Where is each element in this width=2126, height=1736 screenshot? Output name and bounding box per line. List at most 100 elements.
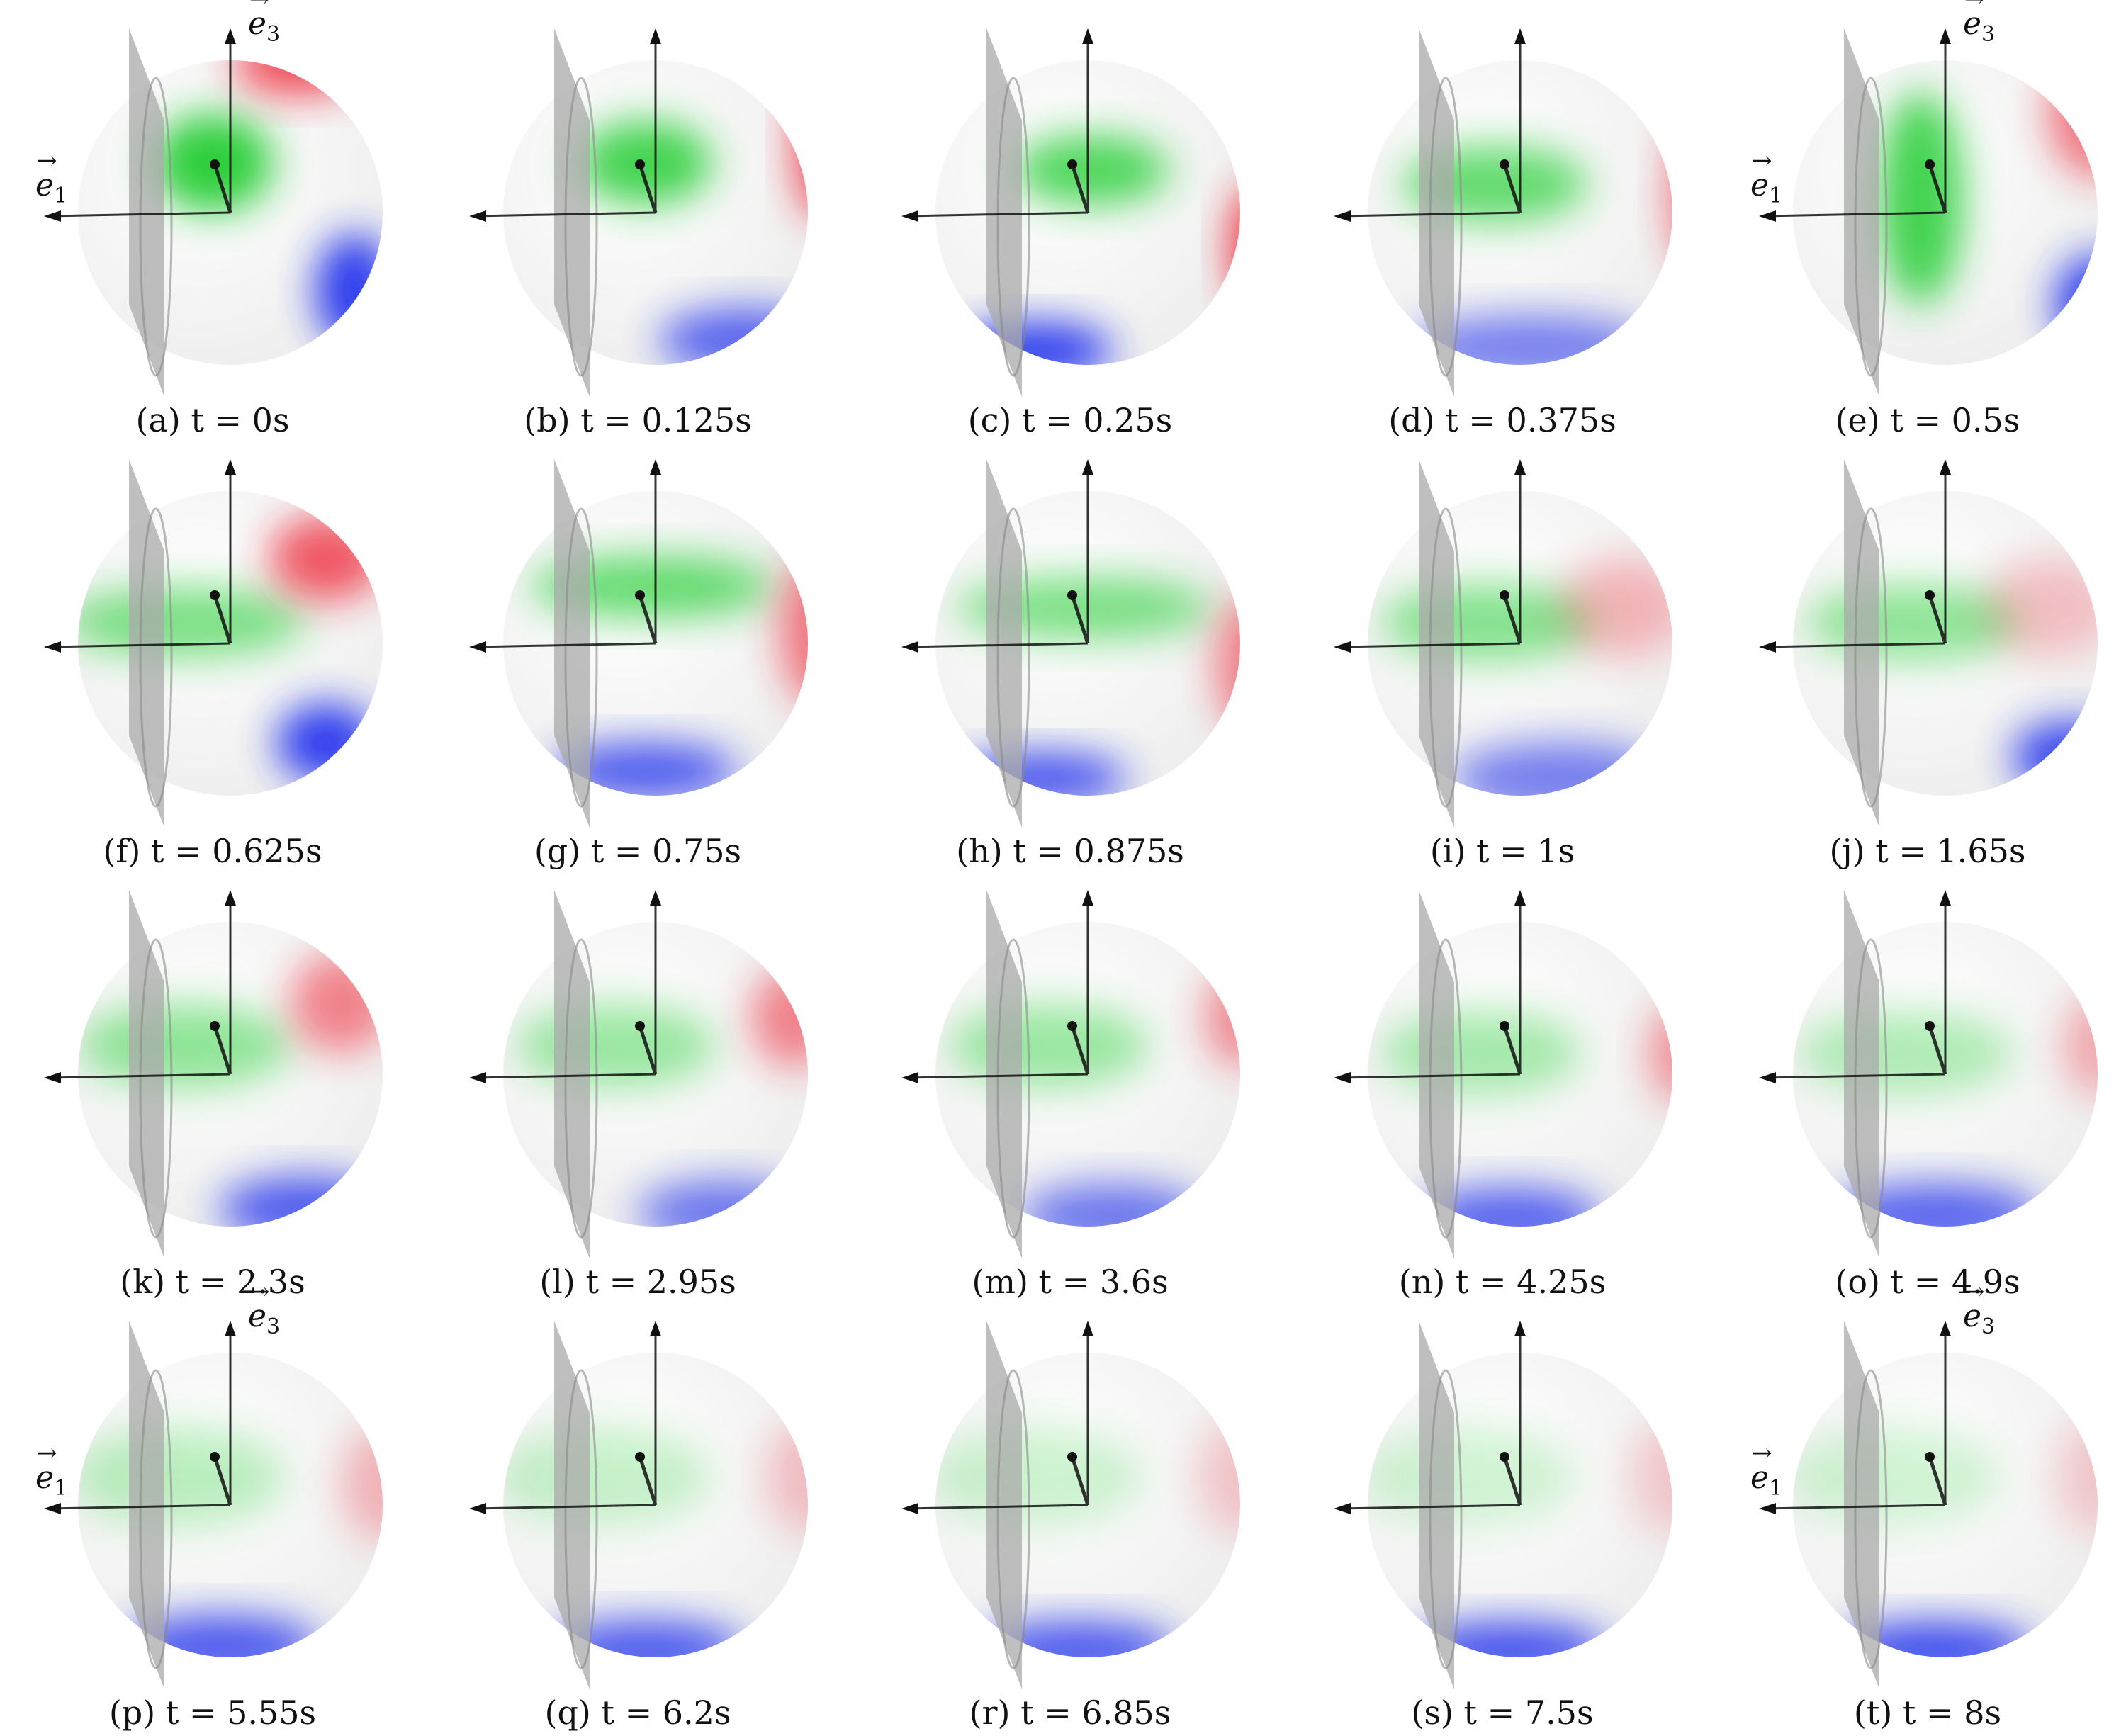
e1-axis-arrow [1759, 210, 1776, 222]
sphere-panel: (i) t = 1s [1290, 431, 1715, 867]
orientation-point [1500, 1021, 1509, 1031]
sphere-panel: e → 3 e → 1 (p) t = 5.55s [0, 1280, 425, 1729]
green-density-blob [1013, 135, 1169, 205]
blue-density-blob [978, 1622, 1176, 1657]
sphere-diagram [469, 890, 808, 1258]
red-density-blob [794, 64, 808, 220]
orientation-point [1500, 159, 1509, 169]
panel-caption: (t) t = 8s [1853, 1693, 2002, 1732]
blue-density-blob [546, 1621, 744, 1657]
red-density-blob [269, 516, 383, 601]
green-density-blob [935, 1427, 1141, 1526]
e1-axis-arrow [901, 1072, 918, 1083]
sphere-panel: (r) t = 6.85s [857, 1292, 1283, 1729]
e1-axis-arrow [1759, 1072, 1776, 1083]
blue-density-blob [1410, 1622, 1609, 1657]
sphere-panel: (q) t = 6.2s [425, 1292, 850, 1729]
blue-density-blob [315, 234, 383, 347]
orientation-point [210, 1452, 220, 1462]
plane-sheet [986, 890, 1022, 1258]
sphere-panel: (l) t = 2.95s [425, 862, 850, 1298]
sphere-panel: (m) t = 3.6s [857, 862, 1283, 1298]
panel-caption: (j) t = 1.65s [1829, 832, 2026, 870]
sphere-diagram [901, 890, 1240, 1258]
sphere-panel: (o) t = 4.9s [1715, 862, 2126, 1298]
red-density-blob [1230, 184, 1240, 312]
e3-axis-arrow [1940, 28, 1951, 44]
panel-caption: (o) t = 4.9s [1835, 1263, 2020, 1301]
orientation-point [1500, 1452, 1509, 1462]
plane-sheet [1844, 459, 1879, 828]
blue-density-blob [220, 1177, 383, 1227]
e1-axis-label: e → 1 [1750, 147, 1783, 208]
orientation-point [1925, 1452, 1935, 1462]
great-circle [139, 507, 173, 808]
great-circle [996, 77, 1030, 377]
green-density-blob [503, 1427, 709, 1526]
e3-axis-arrow [1082, 28, 1093, 44]
great-circle [1854, 77, 1888, 377]
panel-caption: (l) t = 2.95s [539, 1263, 736, 1301]
sphere-diagram [469, 459, 808, 828]
sphere-diagram [901, 1321, 1240, 1689]
panel-caption: (r) t = 6.85s [969, 1693, 1171, 1732]
sphere-diagram [1334, 890, 1672, 1258]
e3-axis-label: e→3 [248, 0, 281, 47]
sphere-diagram [44, 459, 383, 828]
panel-caption: (k) t = 2.3s [120, 1263, 305, 1301]
sphere-diagram [1759, 890, 2098, 1258]
green-density-blob [1800, 1010, 2013, 1095]
e3-axis-arrow [1514, 1321, 1526, 1336]
orientation-point [635, 1452, 645, 1462]
sphere-diagram [1759, 28, 2098, 397]
e1-axis-arrow [469, 1503, 486, 1514]
e1-axis-arrow [901, 210, 918, 222]
sphere-diagram [1759, 459, 2098, 828]
e1-axis-arrow [469, 1072, 486, 1083]
great-circle [996, 938, 1030, 1239]
e1-axis-arrow [44, 1072, 61, 1083]
e1-axis-arrow [1759, 1503, 1776, 1514]
sphere-panel: (h) t = 0.875s [857, 431, 1283, 867]
sphere-panel: (g) t = 0.75s [425, 431, 850, 867]
red-density-blob [751, 968, 808, 1067]
panel-caption: (d) t = 0.375s [1388, 401, 1616, 439]
red-density-blob [1198, 1420, 1240, 1533]
panel-caption: (f) t = 0.625s [103, 832, 322, 870]
e3-axis-arrow [650, 28, 661, 44]
green-density-blob [78, 587, 305, 658]
panel-caption: (a) t = 0s [135, 401, 290, 439]
blue-density-blob [2013, 721, 2098, 792]
sphere-diagram [469, 28, 808, 397]
orientation-point [1067, 590, 1077, 600]
sphere-panel: (c) t = 0.25s [857, 0, 1283, 436]
panel-caption: (m) t = 3.6s [972, 1263, 1169, 1301]
blue-density-blob [957, 322, 1113, 365]
e1-axis-arrow [1334, 641, 1351, 653]
red-density-blob [291, 954, 383, 1053]
e1-axis-arrow [1334, 1503, 1351, 1514]
blue-density-blob [1417, 1188, 1602, 1227]
panel-caption: (g) t = 0.75s [534, 832, 742, 870]
e3-axis-arrow [225, 28, 236, 44]
plane-sheet [1844, 28, 1879, 397]
great-circle [1429, 1369, 1463, 1669]
e1-axis-arrow [44, 641, 61, 653]
sphere-diagram [1759, 1321, 2098, 1689]
sphere-diagram [1334, 28, 1672, 397]
orientation-point [210, 159, 220, 169]
e1-axis-label: e → 1 [35, 147, 68, 208]
plane-sheet [1419, 890, 1454, 1258]
blue-density-blob [1835, 1622, 2034, 1657]
red-density-blob [1205, 968, 1240, 1067]
great-circle [996, 1369, 1030, 1669]
e3-axis-arrow [225, 459, 236, 475]
e3-axis-arrow [650, 459, 661, 475]
orientation-point [635, 159, 645, 169]
panel-caption: (n) t = 4.25s [1398, 1263, 1607, 1301]
blue-density-blob [1453, 743, 1665, 796]
panel-caption: (h) t = 0.875s [956, 832, 1184, 870]
green-density-blob [1368, 1427, 1573, 1526]
blue-density-blob [276, 704, 376, 782]
great-circle [1429, 507, 1463, 808]
